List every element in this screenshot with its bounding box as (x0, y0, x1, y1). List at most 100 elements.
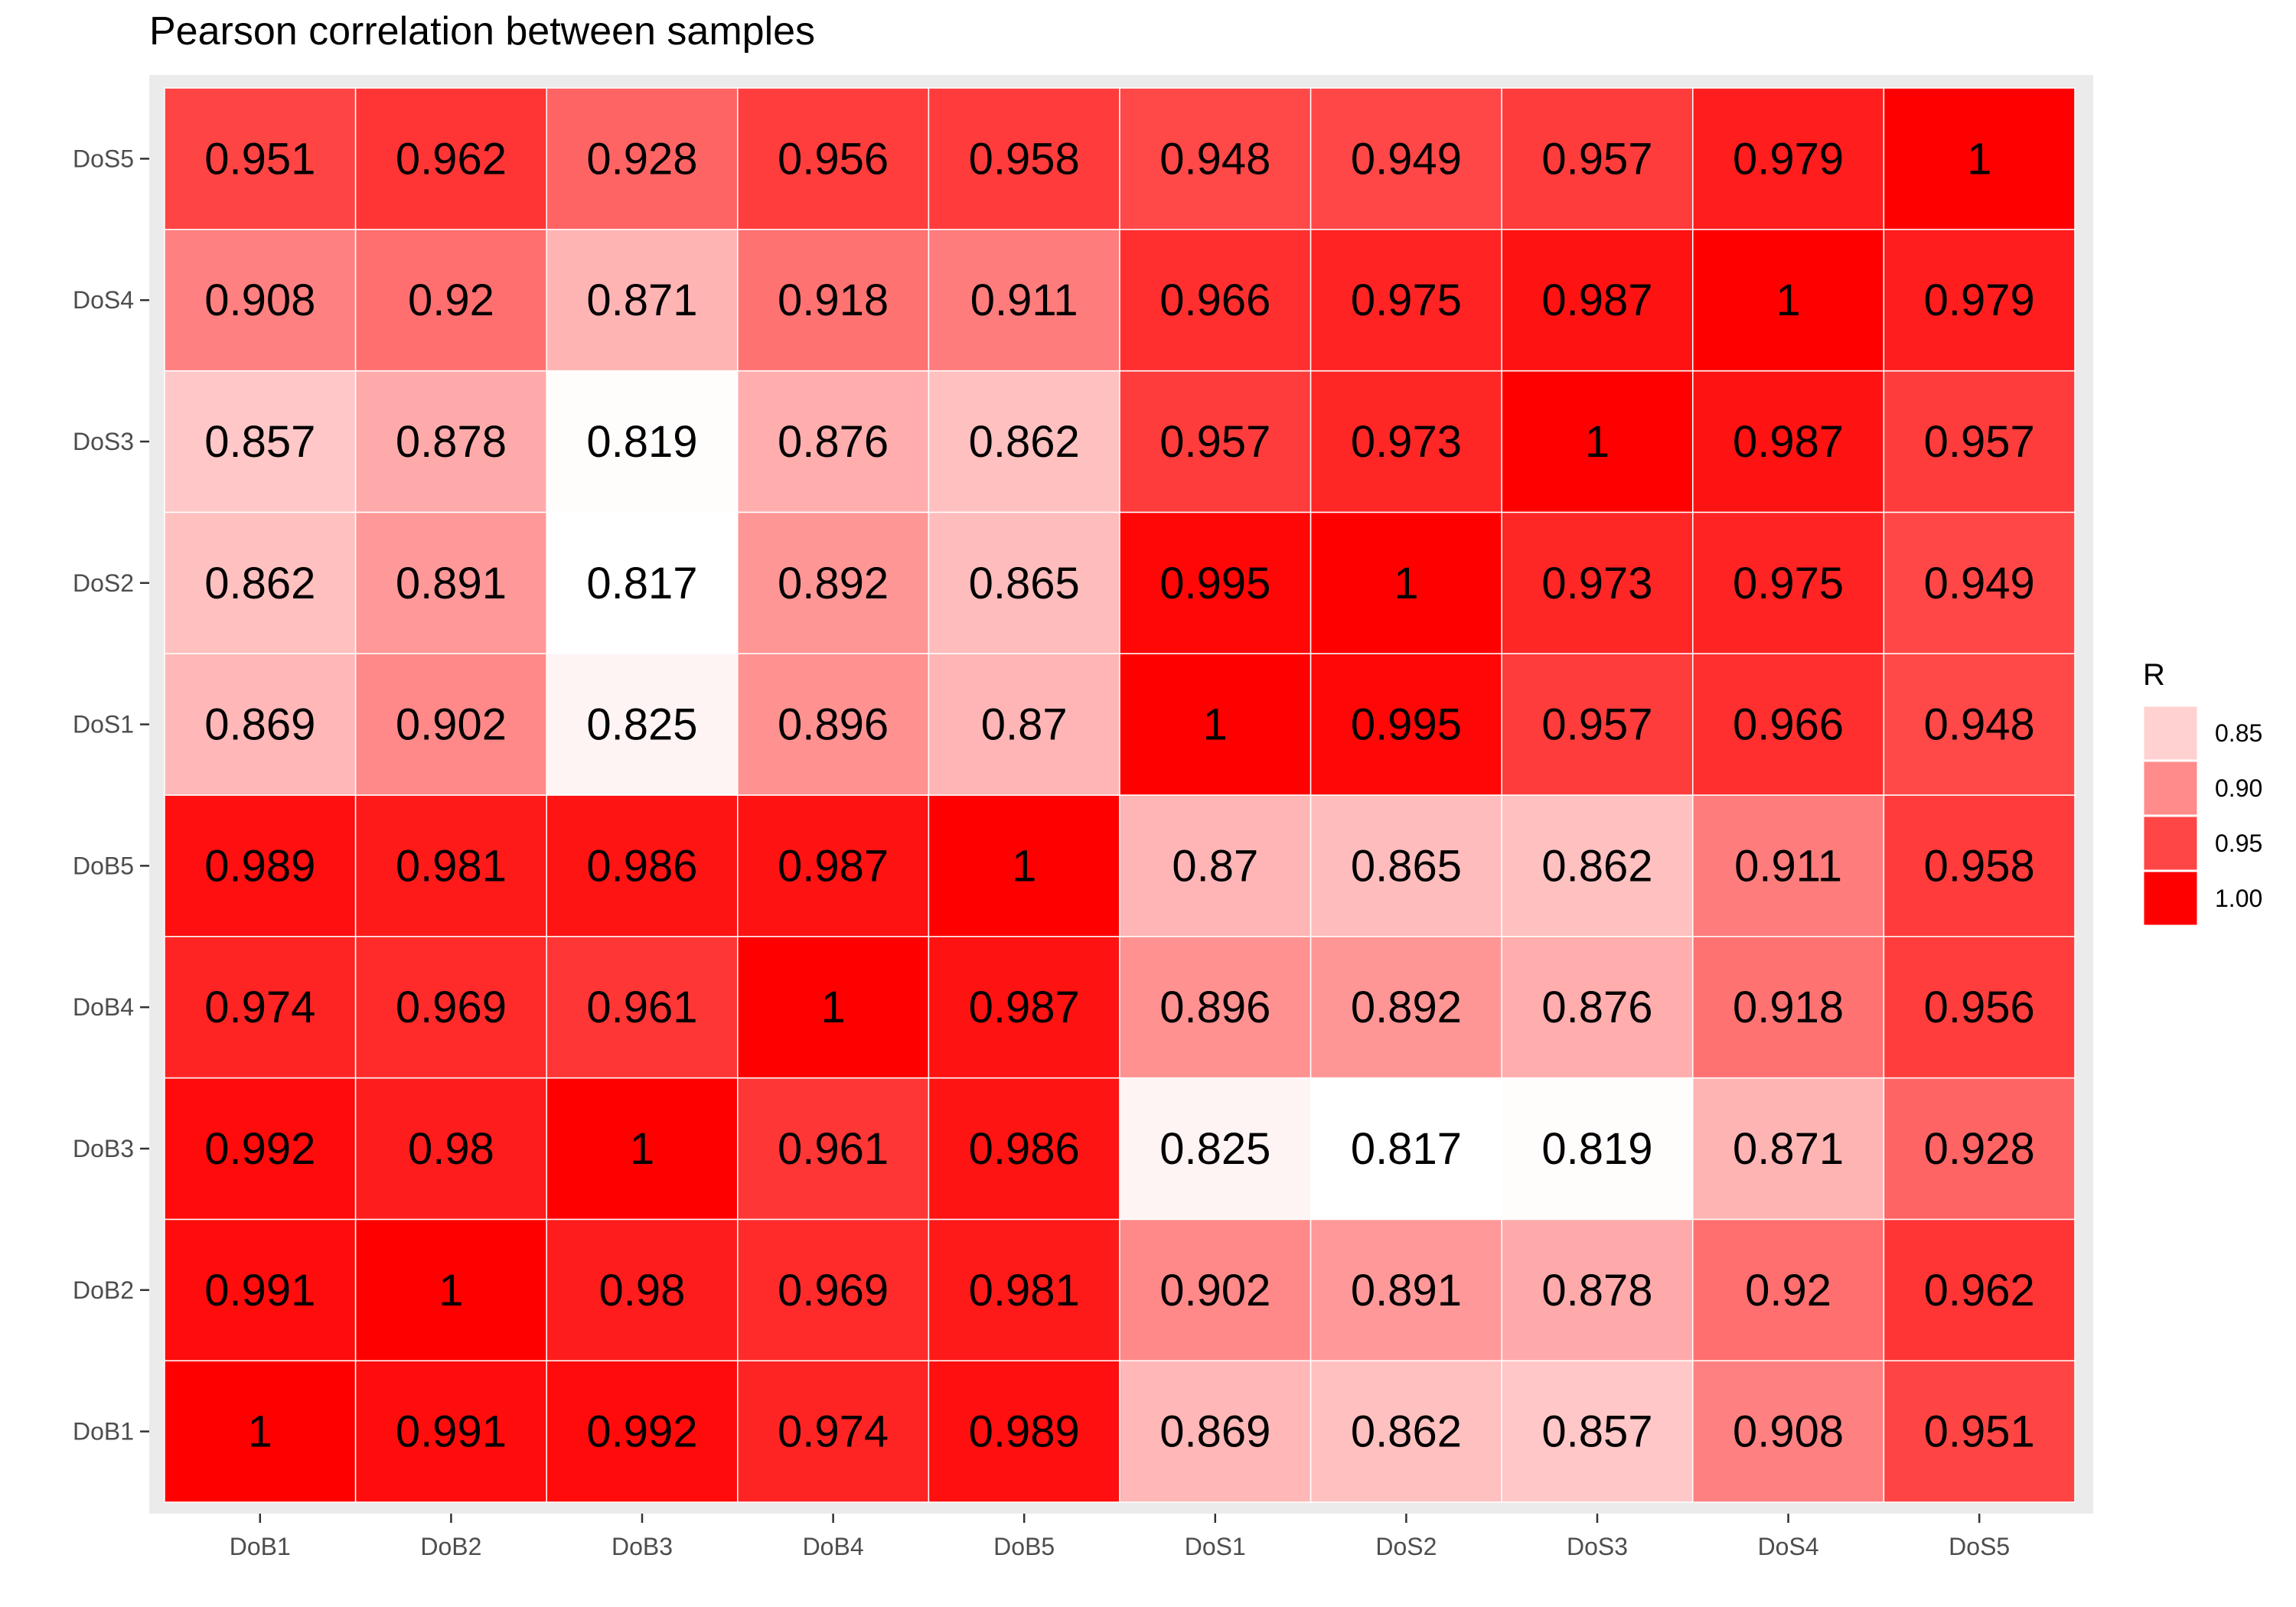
cell-value-DoS3-DoS4: 0.987 (1733, 417, 1844, 467)
heatmap-cell-DoS4-DoB5 (928, 229, 1120, 372)
cell-value-DoS4-DoB3: 0.871 (586, 275, 697, 325)
x-tick-label: DoB4 (803, 1533, 864, 1560)
heatmap-cell-DoS5-DoB3 (546, 87, 739, 230)
cell-value-DoS1-DoS3: 0.957 (1541, 700, 1652, 750)
x-tick-label: DoS3 (1567, 1533, 1628, 1560)
cell-value-DoB4-DoB5: 0.987 (969, 983, 1080, 1032)
cell-value-DoS5-DoS4: 0.979 (1733, 134, 1844, 184)
heatmap-cell-DoS2-DoS1 (1119, 511, 1312, 654)
x-tick-label: DoB2 (420, 1533, 481, 1560)
heatmap-cell-DoB4-DoS4 (1692, 936, 1885, 1079)
cell-value-DoB3-DoS1: 0.825 (1159, 1124, 1270, 1174)
heatmap-cell-DoB3-DoB1 (164, 1077, 357, 1221)
heatmap-cell-DoS2-DoB5 (928, 511, 1120, 654)
cell-value-DoS3-DoB2: 0.878 (396, 417, 507, 467)
heatmap-cell-DoB3-DoB2 (354, 1077, 547, 1221)
heatmap-cell-DoB4-DoS3 (1501, 936, 1694, 1079)
heatmap-cell-DoB1-DoS2 (1309, 1360, 1502, 1503)
cell-value-DoB5-DoS2: 0.865 (1351, 841, 1462, 891)
cell-value-DoB4-DoB1: 0.974 (204, 983, 315, 1032)
cell-value-DoB3-DoB1: 0.992 (204, 1124, 315, 1174)
heatmap-cell-DoB2-DoB1 (164, 1218, 357, 1361)
cell-value-DoB5-DoB2: 0.981 (396, 841, 507, 891)
heatmap-cell-DoB2-DoB5 (928, 1218, 1120, 1361)
cell-value-DoS5-DoB5: 0.958 (969, 134, 1080, 184)
cell-value-DoS4-DoB4: 0.918 (778, 275, 889, 325)
heatmap-cell-DoS3-DoB4 (737, 370, 930, 513)
cell-value-DoB4-DoS4: 0.918 (1733, 983, 1844, 1032)
heatmap-cell-DoS3-DoS3 (1501, 370, 1694, 513)
heatmap-cell-DoS4-DoB1 (164, 229, 357, 372)
cell-value-DoB5-DoS3: 0.862 (1541, 841, 1652, 891)
legend-key-label: 0.90 (2215, 774, 2262, 802)
y-tick-label: DoS1 (73, 711, 134, 738)
heatmap-cell-DoB1-DoB1 (164, 1360, 357, 1503)
chart-title: Pearson correlation between samples (149, 9, 815, 54)
heatmap-cell-DoB5-DoS5 (1883, 794, 2076, 937)
heatmap-cell-DoS1-DoB4 (737, 653, 930, 796)
y-tick-label: DoB5 (73, 852, 134, 879)
cell-value-DoS3-DoS5: 0.957 (1924, 417, 2035, 467)
cell-value-DoS4-DoS1: 0.966 (1159, 275, 1270, 325)
cell-value-DoB3-DoB3: 1 (630, 1124, 654, 1174)
heatmap-cell-DoB3-DoB4 (737, 1077, 930, 1221)
cell-value-DoB2-DoS3: 0.878 (1541, 1266, 1652, 1315)
heatmap-cell-DoB2-DoS4 (1692, 1218, 1885, 1361)
cell-value-DoB5-DoS4: 0.911 (1734, 841, 1842, 891)
legend-key-swatch (2141, 704, 2200, 762)
heatmap-cell-DoS3-DoS4 (1692, 370, 1885, 513)
heatmap-cell-DoS1-DoB2 (354, 653, 547, 796)
cell-value-DoB1-DoS3: 0.857 (1541, 1407, 1652, 1457)
heatmap-cell-DoS4-DoB3 (546, 229, 739, 372)
cell-value-DoB3-DoB5: 0.986 (969, 1124, 1080, 1174)
heatmap-cell-DoS2-DoS2 (1309, 511, 1502, 654)
heatmap-cell-DoB5-DoS2 (1309, 794, 1502, 937)
heatmap-cell-DoS2-DoB2 (354, 511, 547, 654)
heatmap-cell-DoS5-DoS2 (1309, 87, 1502, 230)
cell-value-DoB1-DoB5: 0.989 (969, 1407, 1080, 1457)
cell-value-DoS5-DoS1: 0.948 (1159, 134, 1270, 184)
heatmap-cell-DoS1-DoS4 (1692, 653, 1885, 796)
cell-value-DoS2-DoS5: 0.949 (1924, 559, 2035, 608)
x-tick-label: DoB3 (612, 1533, 673, 1560)
cell-value-DoB2-DoS2: 0.891 (1351, 1266, 1462, 1315)
cell-value-DoB1-DoB2: 0.991 (396, 1407, 507, 1457)
heatmap-cell-DoS2-DoS5 (1883, 511, 2076, 654)
heatmap-cell-DoB5-DoB1 (164, 794, 357, 937)
x-tick-label: DoB5 (993, 1533, 1055, 1560)
cell-value-DoS3-DoS3: 1 (1585, 417, 1609, 467)
cell-value-DoS3-DoB4: 0.876 (778, 417, 889, 467)
cell-value-DoS1-DoB2: 0.902 (396, 700, 507, 750)
heatmap-cell-DoS1-DoB5 (928, 653, 1120, 796)
cell-value-DoS1-DoS5: 0.948 (1924, 700, 2035, 750)
heatmap-cell-DoS5-DoS4 (1692, 87, 1885, 230)
heatmap-cell-DoS1-DoB3 (546, 653, 739, 796)
x-tick-label: DoB1 (230, 1533, 291, 1560)
cell-value-DoB4-DoS2: 0.892 (1351, 983, 1462, 1032)
heatmap-cell-DoS5-DoB4 (737, 87, 930, 230)
heatmap-cell-DoS3-DoB2 (354, 370, 547, 513)
cell-value-DoS1-DoS1: 1 (1203, 700, 1228, 750)
cell-value-DoB3-DoB2: 0.98 (408, 1124, 494, 1174)
x-tick-label: DoS4 (1758, 1533, 1819, 1560)
x-axis: DoB1 DoB2 DoB3 DoB4 DoB5 DoS1 DoS2 DoS3 DoS4 DoS5 (230, 1514, 2010, 1560)
y-tick-label: DoB2 (73, 1276, 134, 1304)
heatmap-cell-DoB3-DoB3 (546, 1077, 739, 1221)
heatmap-cell-DoS2-DoS3 (1501, 511, 1694, 654)
heatmap-cell-DoS1-DoB1 (164, 653, 357, 796)
heatmap-cell-DoB5-DoS1 (1119, 794, 1312, 937)
cell-value-DoS4-DoS4: 1 (1776, 275, 1800, 325)
heatmap-cell-DoB1-DoB5 (928, 1360, 1120, 1503)
cell-value-DoS1-DoS2: 0.995 (1351, 700, 1462, 750)
heatmap-cell-DoS1-DoS1 (1119, 653, 1312, 796)
cell-value-DoB1-DoB4: 0.974 (778, 1407, 889, 1457)
cell-value-DoS4-DoS3: 0.987 (1541, 275, 1652, 325)
heatmap-cell-DoS2-DoB3 (546, 511, 739, 654)
cell-value-DoB5-DoB4: 0.987 (778, 841, 889, 891)
heatmap-cell-DoS4-DoS1 (1119, 229, 1312, 372)
heatmap-cell-DoS2-DoS4 (1692, 511, 1885, 654)
heatmap-cell-DoS3-DoS5 (1883, 370, 2076, 513)
heatmap-cell-DoB4-DoB5 (928, 936, 1120, 1079)
heatmap-cell-DoS1-DoS3 (1501, 653, 1694, 796)
